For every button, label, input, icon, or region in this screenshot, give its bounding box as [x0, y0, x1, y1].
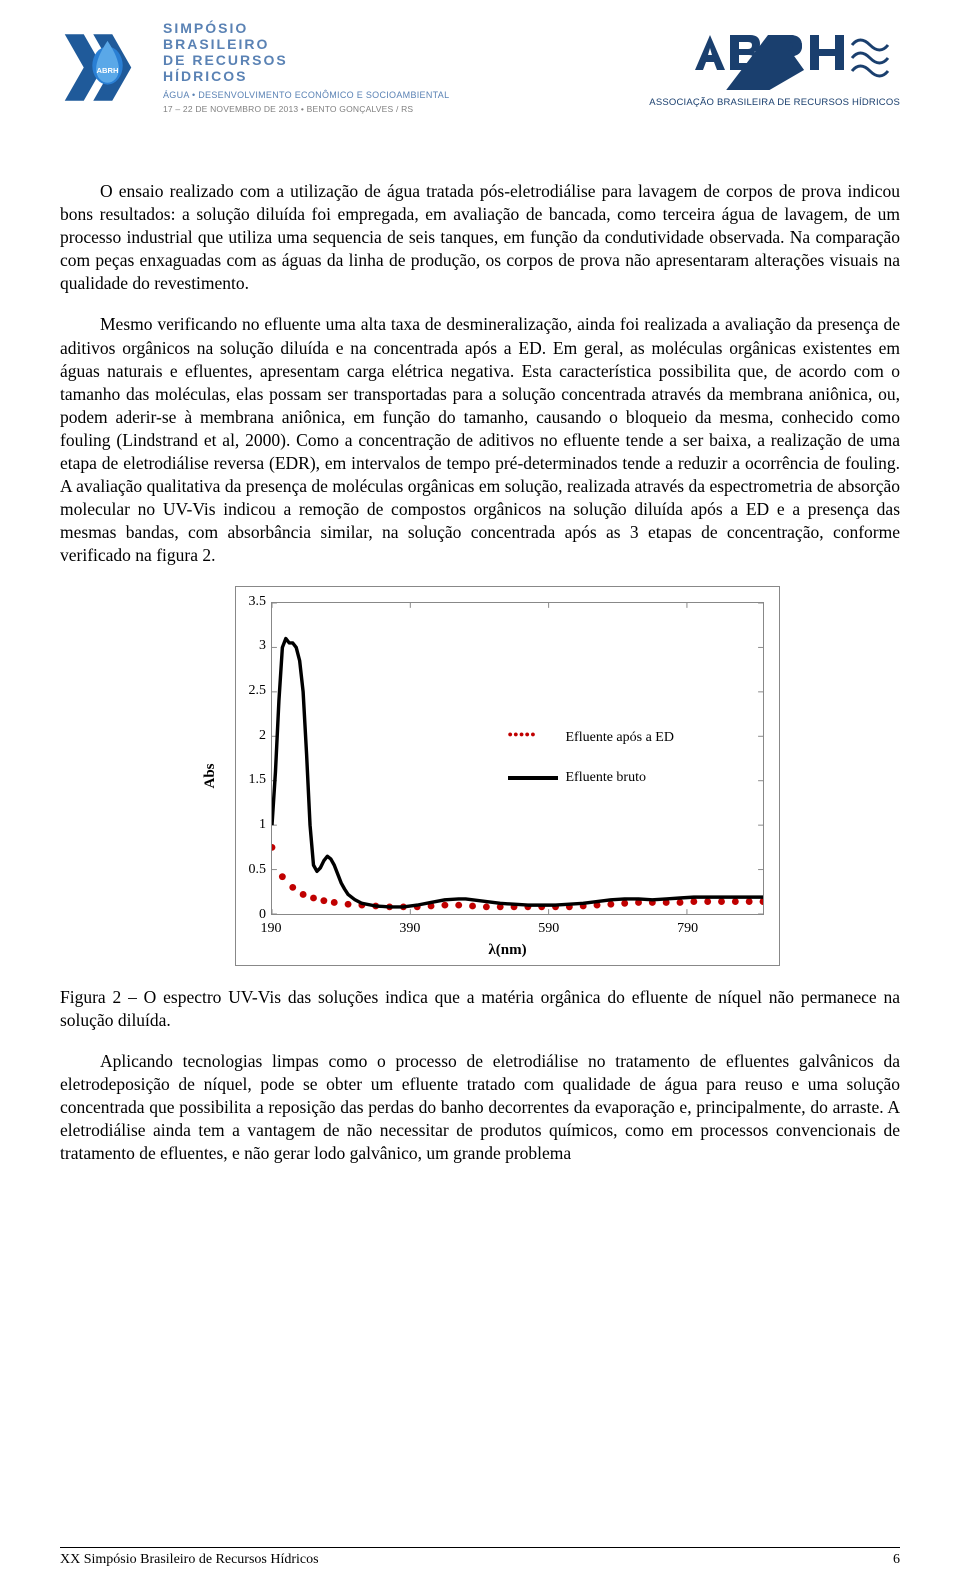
legend-swatch-solid-icon [508, 776, 558, 780]
chart-y-tick: 3 [238, 638, 266, 654]
abrh-subtitle: ASSOCIAÇÃO BRASILEIRA DE RECURSOS HÍDRIC… [649, 97, 900, 108]
chart-x-tick: 190 [261, 921, 282, 937]
footer-page-number: 6 [893, 1552, 900, 1568]
page-footer: XX Simpósio Brasileiro de Recursos Hídri… [60, 1547, 900, 1568]
chart-y-tick: 2.5 [238, 683, 266, 699]
paragraph-1: O ensaio realizado com a utilização de á… [60, 180, 900, 295]
paragraph-3: Aplicando tecnologias limpas como o proc… [60, 1050, 900, 1165]
abrh-logo-icon [680, 20, 900, 90]
svg-text:ABRH: ABRH [97, 66, 119, 75]
chart-y-tick: 2 [238, 728, 266, 744]
legend-label-1: Efluente após a ED [566, 730, 674, 746]
header-date: 17 – 22 DE NOVEMBRO DE 2013 • BENTO GONÇ… [163, 104, 449, 114]
header-right-logo: ASSOCIAÇÃO BRASILEIRA DE RECURSOS HÍDRIC… [649, 20, 900, 108]
chart-y-tick: 3.5 [238, 594, 266, 610]
header-left-logo: ABRH SIMPÓSIO BRASILEIRO DE RECURSOS HÍD… [60, 20, 449, 115]
chart-y-tick: 0.5 [238, 862, 266, 878]
legend-label-2: Efluente bruto [566, 770, 646, 786]
page-header: ABRH SIMPÓSIO BRASILEIRO DE RECURSOS HÍD… [60, 20, 900, 150]
chart-x-tick: 790 [677, 921, 698, 937]
chart-y-tick: 1 [238, 817, 266, 833]
header-subtitle: ÁGUA • DESENVOLVIMENTO ECONÔMICO E SOCIO… [163, 90, 449, 100]
body-text-2: Aplicando tecnologias limpas como o proc… [60, 1050, 900, 1165]
chart-legend: Efluente após a ED Efluente bruto [508, 730, 674, 810]
uv-vis-chart: Abs λ(nm) Efluente após a ED Efluente br… [180, 586, 780, 966]
chart-y-axis-title: Abs [202, 763, 219, 788]
chart-x-axis-title: λ(nm) [488, 942, 526, 959]
figure-caption: Figura 2 – O espectro UV-Vis das soluçõe… [60, 986, 900, 1032]
paragraph-2: Mesmo verificando no efluente uma alta t… [60, 313, 900, 567]
chart-x-tick: 390 [399, 921, 420, 937]
chart-y-tick: 1.5 [238, 772, 266, 788]
xx-simposio-logo-icon: ABRH [60, 20, 155, 115]
legend-swatch-dotted-icon [508, 731, 558, 745]
body-text: O ensaio realizado com a utilização de á… [60, 180, 900, 568]
chart-x-tick: 590 [538, 921, 559, 937]
footer-left: XX Simpósio Brasileiro de Recursos Hídri… [60, 1552, 319, 1568]
simposio-title: SIMPÓSIO BRASILEIRO DE RECURSOS HÍDRICOS [163, 20, 449, 84]
